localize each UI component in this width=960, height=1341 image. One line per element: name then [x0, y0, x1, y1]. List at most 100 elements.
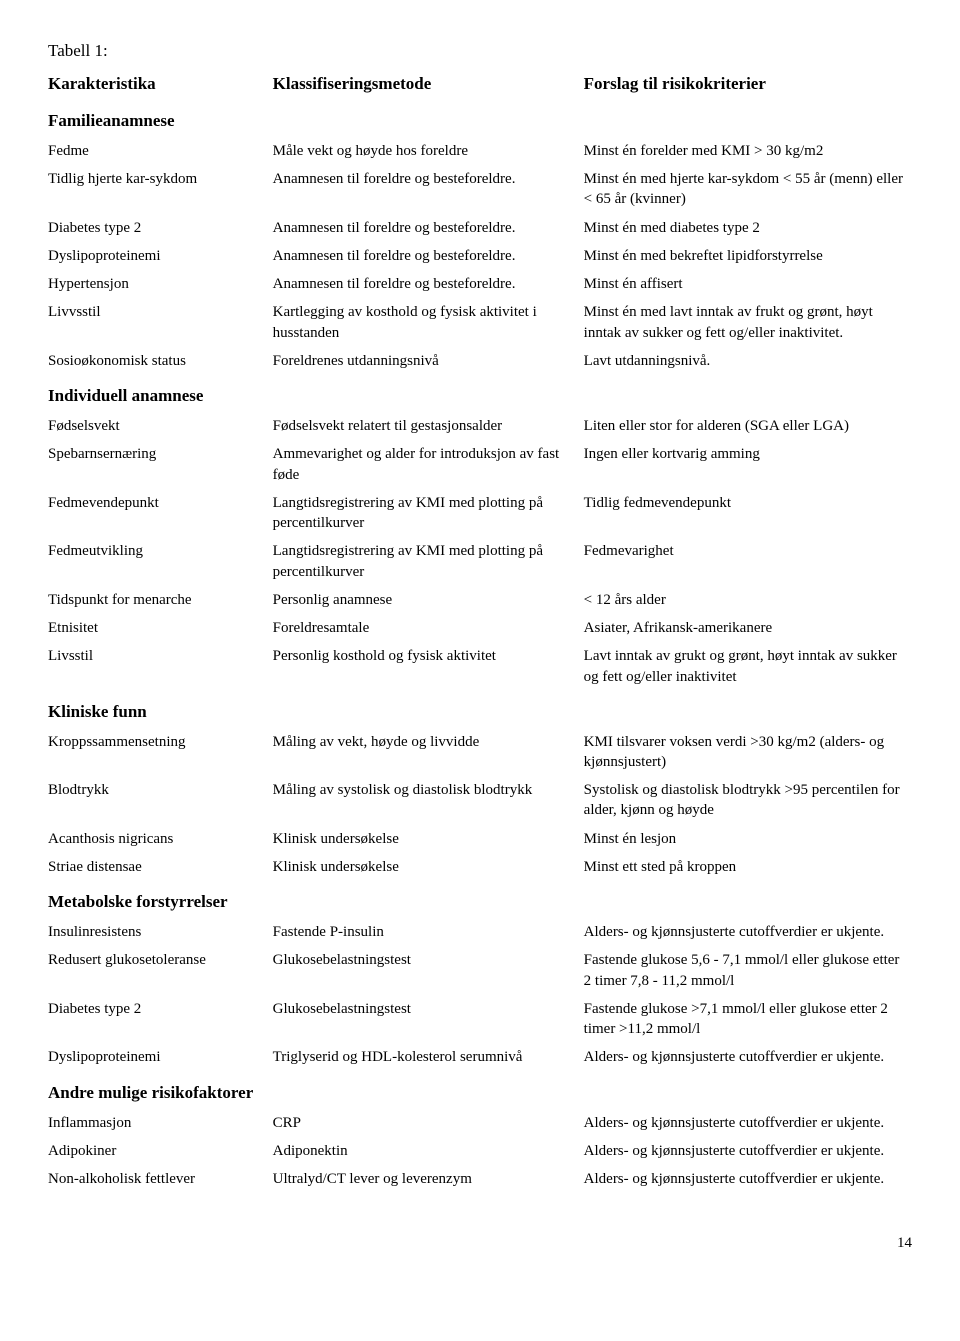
- table-cell: Sosioøkonomisk status: [48, 347, 273, 375]
- table-cell: Livvsstil: [48, 298, 273, 347]
- table-cell: Etnisitet: [48, 614, 273, 642]
- table-cell: Adipokiner: [48, 1137, 273, 1165]
- section-row: Individuell anamnese: [48, 375, 912, 412]
- table-cell: Glukosebelastningstest: [273, 995, 584, 1044]
- table-row: HypertensjonAnamnesen til foreldre og be…: [48, 270, 912, 298]
- table-row: Tidlig hjerte kar-sykdomAnamnesen til fo…: [48, 165, 912, 214]
- table-cell: Fastende glukose >7,1 mmol/l eller gluko…: [584, 995, 912, 1044]
- table-cell: Tidlig fedmevendepunkt: [584, 489, 912, 538]
- section-title: Metabolske forstyrrelser: [48, 881, 912, 918]
- page-number: 14: [48, 1233, 912, 1253]
- col-header-2: Klassifiseringsmetode: [273, 69, 584, 100]
- table-cell: Minst ett sted på kroppen: [584, 853, 912, 881]
- table-row: Diabetes type 2Anamnesen til foreldre og…: [48, 214, 912, 242]
- table-cell: Fastende P-insulin: [273, 918, 584, 946]
- table-cell: Måle vekt og høyde hos foreldre: [273, 137, 584, 165]
- table-row: InsulinresistensFastende P-insulinAlders…: [48, 918, 912, 946]
- table-row: BlodtrykkMåling av systolisk og diastoli…: [48, 776, 912, 825]
- table-cell: Minst én med lavt inntak av frukt og grø…: [584, 298, 912, 347]
- table-cell: Klinisk undersøkelse: [273, 853, 584, 881]
- table-cell: Fødselsvekt: [48, 412, 273, 440]
- table-cell: Langtidsregistrering av KMI med plotting…: [273, 537, 584, 586]
- section-title: Andre mulige risikofaktorer: [48, 1072, 912, 1109]
- section-row: Metabolske forstyrrelser: [48, 881, 912, 918]
- table-row: InflammasjonCRPAlders- og kjønnsjusterte…: [48, 1109, 912, 1137]
- table-cell: Klinisk undersøkelse: [273, 825, 584, 853]
- table-cell: Hypertensjon: [48, 270, 273, 298]
- table-cell: Anamnesen til foreldre og besteforeldre.: [273, 165, 584, 214]
- table-cell: Redusert glukosetoleranse: [48, 946, 273, 995]
- table-cell: Måling av vekt, høyde og livvidde: [273, 728, 584, 777]
- col-header-1: Karakteristika: [48, 69, 273, 100]
- table-row: DyslipoproteinemiTriglyserid og HDL-kole…: [48, 1043, 912, 1071]
- table-cell: Dyslipoproteinemi: [48, 1043, 273, 1071]
- table-cell: Diabetes type 2: [48, 995, 273, 1044]
- main-table: Karakteristika Klassifiseringsmetode For…: [48, 69, 912, 1193]
- table-cell: Tidlig hjerte kar-sykdom: [48, 165, 273, 214]
- table-cell: KMI tilsvarer voksen verdi >30 kg/m2 (al…: [584, 728, 912, 777]
- table-cell: Kartlegging av kosthold og fysisk aktivi…: [273, 298, 584, 347]
- table-cell: Minst én forelder med KMI > 30 kg/m2: [584, 137, 912, 165]
- table-row: Acanthosis nigricansKlinisk undersøkelse…: [48, 825, 912, 853]
- section-title: Familieanamnese: [48, 100, 912, 137]
- table-row: AdipokinerAdiponektinAlders- og kjønnsju…: [48, 1137, 912, 1165]
- table-cell: Diabetes type 2: [48, 214, 273, 242]
- table-row: Sosioøkonomisk statusForeldrenes utdanni…: [48, 347, 912, 375]
- section-title: Individuell anamnese: [48, 375, 912, 412]
- table-cell: Fedme: [48, 137, 273, 165]
- table-cell: Fastende glukose 5,6 - 7,1 mmol/l eller …: [584, 946, 912, 995]
- table-cell: Liten eller stor for alderen (SGA eller …: [584, 412, 912, 440]
- table-row: DyslipoproteinemiAnamnesen til foreldre …: [48, 242, 912, 270]
- col-header-3: Forslag til risikokriterier: [584, 69, 912, 100]
- table-row: Non-alkoholisk fettleverUltralyd/CT leve…: [48, 1165, 912, 1193]
- table-cell: Striae distensae: [48, 853, 273, 881]
- table-row: EtnisitetForeldresamtaleAsiater, Afrikan…: [48, 614, 912, 642]
- table-cell: Fedmevarighet: [584, 537, 912, 586]
- table-cell: Triglyserid og HDL-kolesterol serumnivå: [273, 1043, 584, 1071]
- table-cell: Fedmeutvikling: [48, 537, 273, 586]
- table-row: Tidspunkt for menarchePersonlig anamnese…: [48, 586, 912, 614]
- table-cell: Minst én affisert: [584, 270, 912, 298]
- table-row: FedmeMåle vekt og høyde hos foreldreMins…: [48, 137, 912, 165]
- table-cell: Alders- og kjønnsjusterte cutoffverdier …: [584, 1109, 912, 1137]
- table-cell: Personlig kosthold og fysisk aktivitet: [273, 642, 584, 691]
- table-cell: Lavt utdanningsnivå.: [584, 347, 912, 375]
- table-cell: < 12 års alder: [584, 586, 912, 614]
- table-cell: Tidspunkt for menarche: [48, 586, 273, 614]
- table-row: LivvsstilKartlegging av kosthold og fysi…: [48, 298, 912, 347]
- table-cell: Ultralyd/CT lever og leverenzym: [273, 1165, 584, 1193]
- table-cell: Anamnesen til foreldre og besteforeldre.: [273, 242, 584, 270]
- table-cell: Systolisk og diastolisk blodtrykk >95 pe…: [584, 776, 912, 825]
- table-cell: Måling av systolisk og diastolisk blodtr…: [273, 776, 584, 825]
- section-title: Kliniske funn: [48, 691, 912, 728]
- table-cell: Fødselsvekt relatert til gestasjonsalder: [273, 412, 584, 440]
- table-cell: Foreldresamtale: [273, 614, 584, 642]
- table-row: SpebarnsernæringAmmevarighet og alder fo…: [48, 440, 912, 489]
- table-cell: Minst én med diabetes type 2: [584, 214, 912, 242]
- table-cell: Ingen eller kortvarig amming: [584, 440, 912, 489]
- table-row: FedmevendepunktLangtidsregistrering av K…: [48, 489, 912, 538]
- table-row: Diabetes type 2GlukosebelastningstestFas…: [48, 995, 912, 1044]
- table-row: KroppssammensetningMåling av vekt, høyde…: [48, 728, 912, 777]
- table-cell: Foreldrenes utdanningsnivå: [273, 347, 584, 375]
- table-cell: Anamnesen til foreldre og besteforeldre.: [273, 214, 584, 242]
- table-cell: Adiponektin: [273, 1137, 584, 1165]
- table-title: Tabell 1:: [48, 40, 912, 63]
- table-cell: Glukosebelastningstest: [273, 946, 584, 995]
- table-cell: Alders- og kjønnsjusterte cutoffverdier …: [584, 1165, 912, 1193]
- table-cell: Fedmevendepunkt: [48, 489, 273, 538]
- table-cell: Personlig anamnese: [273, 586, 584, 614]
- table-cell: Langtidsregistrering av KMI med plotting…: [273, 489, 584, 538]
- table-cell: Anamnesen til foreldre og besteforeldre.: [273, 270, 584, 298]
- table-cell: Alders- og kjønnsjusterte cutoffverdier …: [584, 1137, 912, 1165]
- section-row: Andre mulige risikofaktorer: [48, 1072, 912, 1109]
- table-cell: Kroppssammensetning: [48, 728, 273, 777]
- table-cell: Minst én lesjon: [584, 825, 912, 853]
- table-cell: Ammevarighet og alder for introduksjon a…: [273, 440, 584, 489]
- table-cell: Acanthosis nigricans: [48, 825, 273, 853]
- table-cell: CRP: [273, 1109, 584, 1137]
- table-row: LivsstilPersonlig kosthold og fysisk akt…: [48, 642, 912, 691]
- table-row: Redusert glukosetoleranseGlukosebelastni…: [48, 946, 912, 995]
- table-cell: Alders- og kjønnsjusterte cutoffverdier …: [584, 918, 912, 946]
- table-cell: Dyslipoproteinemi: [48, 242, 273, 270]
